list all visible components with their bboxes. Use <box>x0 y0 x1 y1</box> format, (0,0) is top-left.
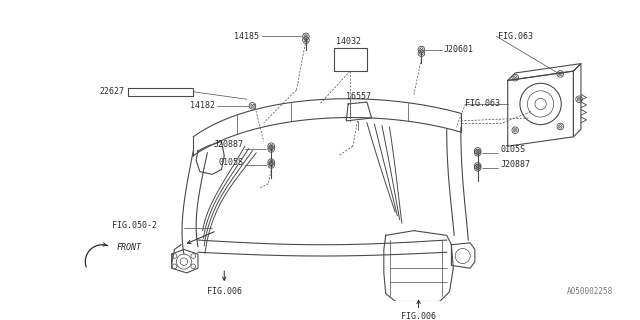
Text: FIG.050-2: FIG.050-2 <box>111 221 157 230</box>
Text: FIG.063: FIG.063 <box>465 100 500 108</box>
Text: 22627: 22627 <box>100 87 125 96</box>
Text: 14185: 14185 <box>234 32 259 41</box>
Text: 0105S: 0105S <box>218 158 243 167</box>
Text: J20887: J20887 <box>213 140 243 149</box>
Text: FIG.006: FIG.006 <box>207 287 242 296</box>
Text: FIG.006: FIG.006 <box>401 312 436 320</box>
Text: 14032: 14032 <box>336 37 361 46</box>
Text: A050002258: A050002258 <box>566 287 613 296</box>
Text: FRONT: FRONT <box>116 243 141 252</box>
Text: 16557: 16557 <box>346 92 371 101</box>
Text: 14182: 14182 <box>190 101 215 110</box>
Text: J20601: J20601 <box>444 45 474 54</box>
Text: FIG.063: FIG.063 <box>499 32 533 41</box>
Text: 0105S: 0105S <box>500 145 525 154</box>
Text: J20887: J20887 <box>500 160 530 170</box>
